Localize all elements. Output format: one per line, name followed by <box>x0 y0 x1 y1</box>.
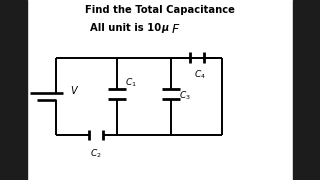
Text: $C_4$: $C_4$ <box>194 68 206 81</box>
Text: V: V <box>70 86 77 96</box>
Text: $C_1$: $C_1$ <box>125 76 137 89</box>
Text: All unit is 10: All unit is 10 <box>90 22 164 33</box>
Text: F: F <box>171 23 179 36</box>
Text: μ: μ <box>162 22 169 33</box>
Text: $C_2$: $C_2$ <box>90 148 102 160</box>
Bar <box>0 0 27 180</box>
Text: $C_3$: $C_3$ <box>179 89 191 102</box>
Bar <box>293 0 320 180</box>
Text: Find the Total Capacitance: Find the Total Capacitance <box>85 4 235 15</box>
